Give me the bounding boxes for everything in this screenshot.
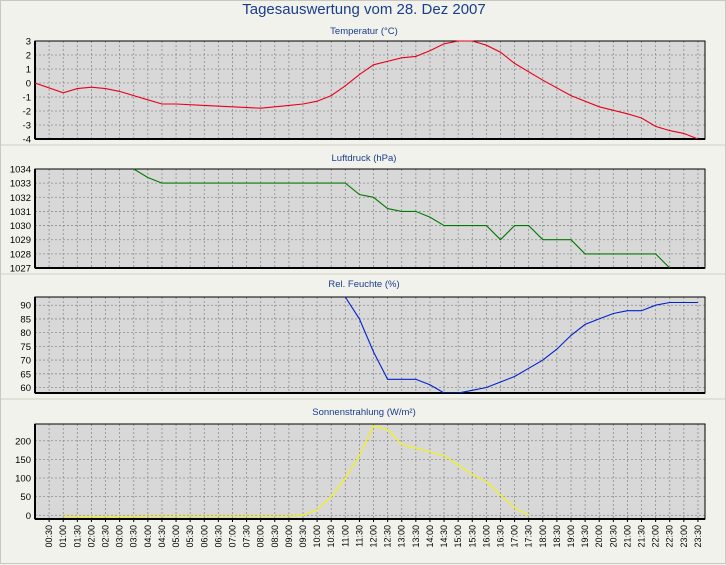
y-tick-label: 1 [26, 65, 31, 76]
x-tick-label: 10:30 [326, 525, 336, 548]
x-tick-label: 16:00 [481, 525, 491, 548]
y-tick-label: 150 [15, 455, 31, 466]
y-tick-label: 1027 [10, 264, 31, 275]
y-tick-label: 1029 [10, 235, 31, 246]
y-tick-label: 200 [15, 436, 31, 447]
chart-title: Sonnenstrahlung (W/m²) [312, 407, 415, 418]
y-tick-label: 0 [26, 511, 31, 522]
x-tick-label: 19:00 [566, 525, 576, 548]
chart-panel-3: 200 150 100 50 0 Sonnenstrahlung (W/m²) 00:30 0… [15, 407, 706, 548]
y-tick-label: 1028 [10, 249, 31, 260]
x-tick-label: 06:30 [213, 525, 223, 548]
chart-title: Temperatur (°C) [330, 26, 398, 37]
x-tick-label: 01:30 [72, 525, 82, 548]
y-tick-label: 1034 [10, 165, 31, 176]
y-tick-label: 1033 [10, 179, 31, 190]
x-tick-label: 21:00 [622, 525, 632, 548]
x-tick-label: 09:30 [298, 525, 308, 548]
x-tick-label: 11:00 [340, 525, 350, 547]
x-tick-label: 13:00 [397, 525, 407, 548]
chart-title: Rel. Feuchte (%) [328, 279, 399, 290]
x-tick-label: 06:00 [199, 525, 209, 548]
x-tick-label: 07:30 [242, 525, 252, 548]
x-tick-label: 10:00 [312, 525, 322, 548]
y-tick-label: 1030 [10, 221, 31, 232]
series-line-0 [63, 425, 529, 517]
x-tick-label: 09:00 [284, 525, 294, 548]
plot-area [35, 169, 705, 268]
y-tick-label: -4 [23, 135, 31, 146]
y-tick-label: 50 [20, 492, 31, 503]
x-tick-label: 22:30 [665, 525, 675, 548]
y-tick-label: 0 [26, 79, 31, 90]
y-tick-label: 100 [15, 474, 31, 485]
x-tick-label: 12:30 [383, 525, 393, 548]
x-tick-label: 02:30 [101, 525, 111, 548]
x-tick-label: 11:30 [354, 525, 364, 547]
x-tick-label: 13:30 [411, 525, 421, 548]
plot-area [35, 41, 705, 139]
chart-panel-0: 3 2 1 0 -1 -2 -3 -4 Temperatur (°C) [1, 26, 726, 146]
x-tick-label: 00:30 [44, 525, 54, 548]
x-tick-label: 20:30 [608, 525, 618, 548]
y-tick-label: 90 [20, 301, 31, 312]
series-line-0 [35, 40, 699, 139]
y-tick-label: 2 [26, 51, 31, 62]
y-tick-label: 80 [20, 328, 31, 339]
y-tick-label: -2 [23, 107, 31, 118]
y-tick-label: 65 [20, 369, 31, 380]
chart-panel-1: 1034 1033 1032 1031 1030 1029 1028 1027 Luftdruc… [1, 153, 726, 275]
x-tick-label: 14:00 [425, 525, 435, 548]
chart-panel-2: 90 85 80 75 70 65 60 Rel. Feuchte (%) [1, 279, 726, 400]
x-tick-label: 12:00 [369, 525, 379, 548]
x-tick-label: 16:30 [495, 525, 505, 548]
x-tick-label: 17:00 [510, 525, 520, 548]
x-tick-label: 03:00 [115, 525, 125, 548]
x-tick-label: 19:30 [580, 525, 590, 548]
x-tick-label: 15:00 [453, 525, 463, 548]
x-tick-label: 03:30 [129, 525, 139, 548]
y-tick-label: -1 [23, 93, 31, 104]
x-tick-label: 04:00 [143, 525, 153, 548]
x-tick-label: 05:30 [185, 525, 195, 548]
x-tick-label: 05:00 [171, 525, 181, 548]
x-tick-label: 07:00 [227, 525, 237, 548]
x-tick-label: 18:00 [538, 525, 548, 548]
x-tick-label: 14:30 [439, 525, 449, 548]
y-tick-label: 70 [20, 356, 31, 367]
chart-title: Luftdruck (hPa) [332, 153, 397, 164]
x-tick-label: 22:00 [651, 525, 661, 548]
y-tick-label: 1032 [10, 193, 31, 204]
x-tick-label: 18:30 [552, 525, 562, 548]
plot-area [35, 424, 705, 519]
page-title: Tagesauswertung vom 28. Dez 2007 [242, 1, 486, 18]
y-tick-label: -3 [23, 121, 31, 132]
y-tick-label: 85 [20, 314, 31, 325]
y-tick-label: 1031 [10, 207, 31, 218]
x-tick-label: 15:30 [467, 525, 477, 548]
series-line-0 [133, 168, 671, 268]
x-tick-label: 04:30 [157, 525, 167, 548]
y-tick-label: 3 [26, 37, 31, 48]
x-tick-label: 23:00 [679, 525, 689, 548]
x-tick-label: 17:30 [524, 525, 534, 548]
x-tick-label: 08:30 [270, 525, 280, 548]
x-tick-label: 23:30 [693, 525, 703, 548]
x-tick-label: 20:00 [594, 525, 604, 548]
y-tick-label: 75 [20, 342, 31, 353]
x-tick-label: 01:00 [58, 525, 68, 548]
x-tick-label: 08:00 [256, 525, 266, 548]
x-tick-label: 21:30 [637, 525, 647, 548]
y-tick-label: 60 [20, 383, 31, 394]
series-line-0 [344, 296, 698, 393]
x-tick-label: 02:00 [86, 525, 96, 548]
